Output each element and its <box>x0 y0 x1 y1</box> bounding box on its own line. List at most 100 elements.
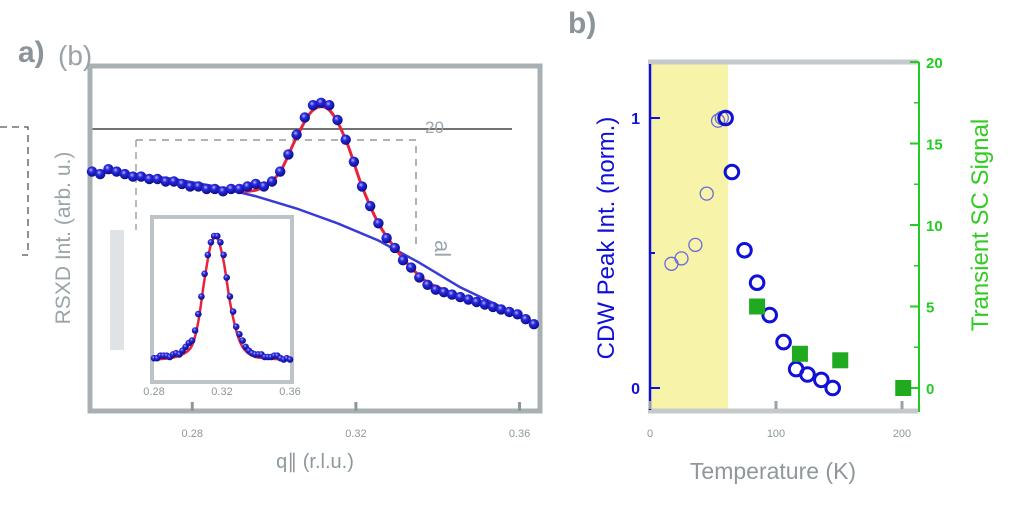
panel-a-data-point <box>495 304 507 315</box>
inset-data-point <box>232 323 240 331</box>
inset-series <box>150 232 294 363</box>
panel-a-data-point <box>512 309 523 320</box>
inset-data-point <box>217 239 224 246</box>
panel-a-x-tick-label: 0.28 <box>182 428 203 440</box>
panel-b-x-label: Temperature (K) <box>690 458 856 484</box>
panel-a-data-point <box>127 171 139 182</box>
inset-x-tick-label: 0.36 <box>279 386 300 398</box>
inset-ghost-ylabel <box>110 230 124 350</box>
inset-x-tick-label: 0.28 <box>143 386 164 398</box>
panel-b-left-tick-label: 0 <box>631 381 640 398</box>
panel-a-data-point <box>463 294 474 305</box>
panel-b-cdw-point <box>761 306 779 324</box>
panel-b-sc-signal-point <box>791 345 808 362</box>
panel-a-data-point <box>479 299 490 310</box>
panel-a-axes-box <box>87 63 543 414</box>
panel-a-data-point <box>160 176 171 187</box>
inset-x-ticks: 0.28 0.32 0.36 <box>143 386 300 398</box>
panel-a-data-point <box>144 173 155 185</box>
panel-a-data-point <box>201 183 212 195</box>
panel-b-x-tick-label: 100 <box>767 428 785 440</box>
panel-a-data-point <box>430 284 441 295</box>
panel-a-data-point <box>95 168 106 180</box>
panel-a-data-point <box>217 186 229 197</box>
panel-a-data-point <box>225 183 237 195</box>
panel-b-background <box>650 64 729 409</box>
panel-a-data-point <box>389 242 400 254</box>
panel-b-cdw-point <box>688 237 703 253</box>
panel-a-data-point <box>438 287 450 298</box>
panel-b-cdw-point <box>736 242 753 259</box>
panel-b-cdw-point <box>723 163 741 181</box>
panel-b-cdw-point <box>813 371 830 389</box>
panel-a-frame <box>87 63 543 414</box>
panel-b-label: b) <box>568 7 596 40</box>
inset-data-point <box>229 308 237 315</box>
inset-data-point <box>226 293 234 300</box>
panel-a-data-point <box>168 176 180 187</box>
panel-a-data-point <box>348 156 360 167</box>
panel-a-x-tick-label: 0.36 <box>509 428 530 440</box>
panel-a-series <box>86 97 540 330</box>
panel-a-data-point <box>258 181 270 192</box>
panel-b-sc-signal-point <box>895 380 912 396</box>
panel-b-cdw-point <box>710 113 726 128</box>
inset-data-point <box>198 293 205 300</box>
panel-a-data-point <box>528 319 540 330</box>
panel-a-data-point <box>487 301 499 313</box>
panel-a-data-point <box>365 200 376 212</box>
panel-a-data-point <box>119 168 130 180</box>
inset-data-point <box>201 270 208 278</box>
panel-a-data-point <box>324 100 335 111</box>
panel-a-data-point <box>234 183 245 195</box>
panel-b-cdw-point <box>824 379 842 397</box>
inset-data-point <box>214 232 221 240</box>
panel-a-data-point <box>381 232 392 244</box>
panel-a-data-point <box>176 178 188 190</box>
panel-a-data-point <box>266 176 278 187</box>
panel-a-data-point <box>422 279 433 290</box>
panel-b-cdw-point <box>717 109 734 127</box>
panel-b-series <box>664 109 912 397</box>
panel-b-left-tick-label: 1 <box>631 111 640 128</box>
panel-a-data-point <box>185 181 196 192</box>
panel-a-x-label: q∥ (r.l.u.) <box>276 451 354 473</box>
panel-a-data-point <box>242 181 253 192</box>
panel-a-data-point <box>135 171 147 182</box>
panel-a-data-point <box>373 218 384 229</box>
ghost-frame-inner <box>136 139 417 250</box>
inset-data-point <box>220 251 227 259</box>
inset-data-point <box>188 337 196 344</box>
inset-data-point <box>191 327 199 334</box>
inset-data-point <box>195 310 202 318</box>
inset-data-point <box>239 337 246 344</box>
panel-b-cdw-point <box>799 366 816 383</box>
ghost-text-al: al <box>430 240 455 257</box>
panel-a-data-point <box>307 100 319 111</box>
panel-a-data-point <box>152 173 163 185</box>
inset-data-point <box>207 239 215 246</box>
panel-a-data-point <box>283 149 294 160</box>
panel-b-y-left-label: CDW Peak Int. (norm.) <box>593 117 620 360</box>
panel-a-data-point <box>315 97 327 109</box>
panel-a-data-point <box>275 166 286 177</box>
panel-a-data-point <box>471 296 482 308</box>
panel-a-data-point <box>340 134 351 145</box>
panel-a-data-point <box>332 114 343 126</box>
panel-b-x-tick-label: 0 <box>647 428 653 440</box>
panel-a-data-point <box>446 289 458 300</box>
panel-a-data-point <box>299 112 310 123</box>
ghost-tick-20: 20 <box>425 118 444 137</box>
panel-b-right-tick-label: 20 <box>926 55 943 72</box>
panel-a-data-point <box>520 314 531 325</box>
inset-data-point <box>236 331 243 338</box>
ghost-frame-left <box>0 126 29 255</box>
inset-x-tick-label: 0.32 <box>211 386 232 398</box>
panel-a-data-point <box>414 272 425 283</box>
panel-b-cdw-point <box>775 333 792 351</box>
panel-b-x-tick-label: 200 <box>893 428 911 440</box>
panel-b-right-tick-label: 15 <box>926 137 943 154</box>
inset-data-point <box>286 356 294 363</box>
panel-a-data-point <box>405 262 417 273</box>
panel-a-data-point <box>250 178 261 190</box>
